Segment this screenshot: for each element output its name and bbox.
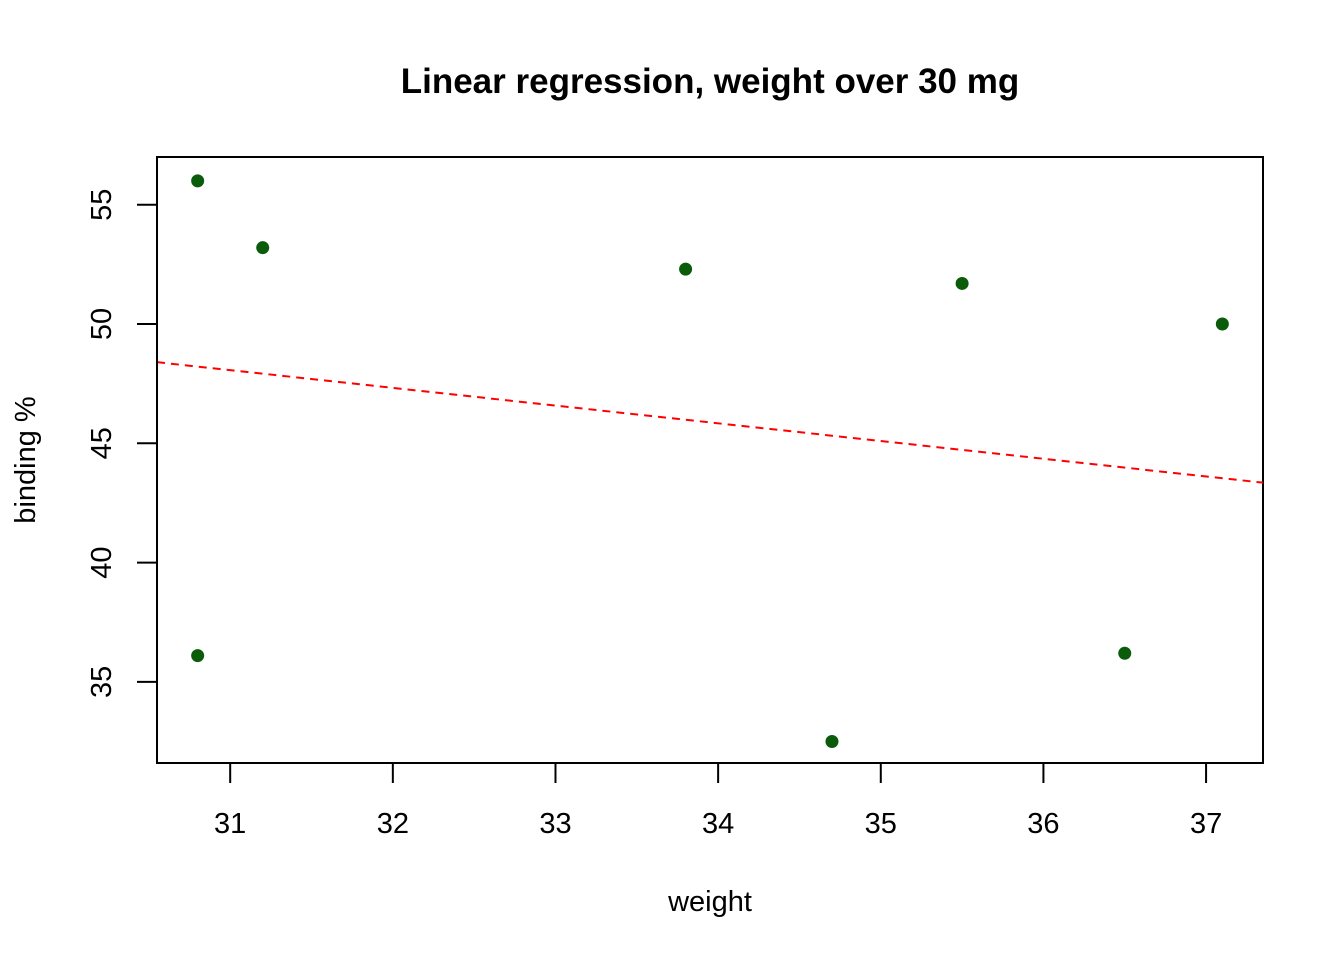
x-tick-label: 37 [1190, 808, 1222, 840]
x-tick-label: 34 [702, 808, 734, 840]
data-point [191, 649, 205, 663]
x-tick-label: 35 [865, 808, 897, 840]
y-tick-label: 35 [86, 666, 118, 698]
y-tick-label: 40 [86, 546, 118, 578]
data-point [191, 174, 205, 188]
x-axis: 31 32 33 34 35 36 37 [214, 762, 1222, 840]
data-point [1118, 646, 1132, 660]
y-tick-label: 45 [86, 427, 118, 459]
y-tick-label: 50 [86, 308, 118, 340]
x-tick-label: 32 [377, 808, 409, 840]
data-point [825, 735, 839, 749]
data-points-group [191, 174, 1229, 749]
y-axis: 35 40 45 50 55 [86, 189, 158, 698]
y-axis-label: binding % [10, 396, 42, 523]
x-tick-label: 33 [539, 808, 571, 840]
regression-line-group [156, 361, 1264, 484]
chart-title: Linear regression, weight over 30 mg [401, 62, 1020, 101]
regression-line [156, 361, 1264, 484]
x-tick-label: 31 [214, 808, 246, 840]
data-point [679, 262, 693, 276]
x-axis-label: weight [667, 886, 752, 918]
plot-frame [156, 156, 1264, 764]
y-tick-label: 55 [86, 189, 118, 221]
data-point [256, 241, 270, 255]
data-point [955, 276, 969, 290]
x-tick-label: 36 [1027, 808, 1059, 840]
data-point [1215, 317, 1229, 331]
